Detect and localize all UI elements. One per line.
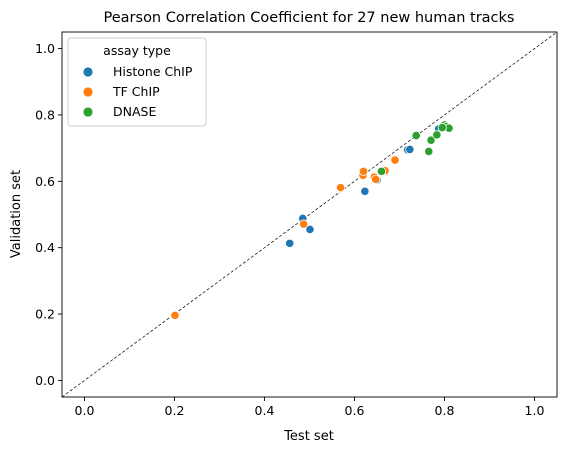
data-point-dnase [377,167,385,175]
y-tick-label: 0.2 [35,307,55,322]
y-tick-label: 0.8 [35,107,55,122]
legend-title: assay type [103,43,171,58]
x-tick-label: 0.0 [75,403,95,418]
x-tick-label: 0.4 [255,403,275,418]
x-tick-label: 1.0 [525,403,545,418]
data-point-tf-chip [299,220,307,228]
data-point-dnase [425,147,433,155]
y-tick-label: 0.0 [35,373,55,388]
legend-label-dnase: DNASE [113,104,156,119]
legend-label-histone-chip: Histone ChIP [113,64,193,79]
legend-marker-dnase [83,107,93,117]
data-point-tf-chip [171,311,179,319]
data-point-tf-chip [391,156,399,164]
data-point-tf-chip [371,175,379,183]
data-point-dnase [433,131,441,139]
data-point-tf-chip [359,167,367,175]
data-point-tf-chip [336,183,344,191]
data-point-dnase [412,131,420,139]
data-point-histone-chip [406,145,414,153]
x-axis-label: Test set [283,429,334,444]
y-tick-label: 1.0 [35,41,55,56]
x-tick-label: 0.8 [435,403,455,418]
y-tick-label: 0.4 [35,240,55,255]
chart-title: Pearson Correlation Coefficient for 27 n… [104,10,515,26]
data-point-dnase [438,123,446,131]
legend-marker-histone-chip [83,67,93,77]
legend: assay type Histone ChIP TF ChIP DNASE [68,38,206,126]
legend-marker-tf-chip [83,87,93,97]
y-tick-label: 0.6 [35,174,55,189]
data-point-histone-chip [361,187,369,195]
data-point-histone-chip [286,239,294,247]
x-tick-label: 0.2 [165,403,185,418]
y-axis-label: Validation set [9,170,24,258]
legend-label-tf-chip: TF ChIP [112,84,160,99]
x-tick-label: 0.6 [345,403,365,418]
